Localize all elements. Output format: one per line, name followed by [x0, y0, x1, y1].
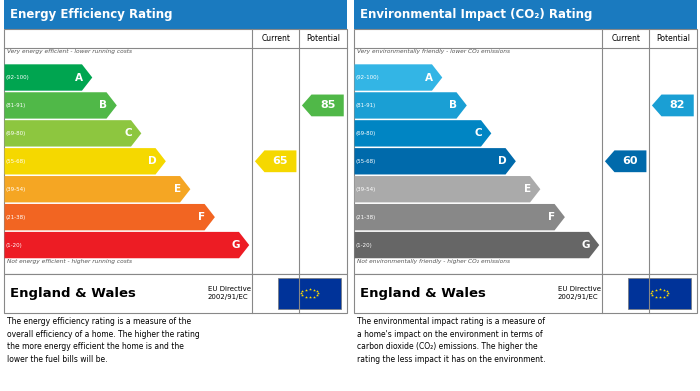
Text: A: A: [425, 72, 433, 83]
Text: D: D: [498, 156, 506, 166]
Text: E: E: [524, 184, 531, 194]
Text: EU Directive
2002/91/EC: EU Directive 2002/91/EC: [558, 286, 601, 301]
Text: Very energy efficient - lower running costs: Very energy efficient - lower running co…: [7, 49, 132, 54]
Text: D: D: [148, 156, 156, 166]
Text: 82: 82: [670, 100, 685, 110]
Text: F: F: [198, 212, 205, 222]
Polygon shape: [354, 232, 599, 258]
Polygon shape: [302, 95, 344, 117]
Text: Not energy efficient - higher running costs: Not energy efficient - higher running co…: [7, 259, 132, 264]
Polygon shape: [354, 92, 467, 118]
Text: F: F: [548, 212, 555, 222]
Text: Potential: Potential: [656, 34, 690, 43]
Polygon shape: [4, 232, 249, 258]
Text: (92-100): (92-100): [356, 75, 379, 80]
Bar: [354, 29, 696, 274]
Bar: [4, 29, 346, 274]
Text: (69-80): (69-80): [6, 131, 26, 136]
Text: (21-38): (21-38): [6, 215, 26, 220]
Polygon shape: [4, 120, 141, 147]
Text: (55-68): (55-68): [356, 159, 376, 164]
Text: Not environmentally friendly - higher CO₂ emissions: Not environmentally friendly - higher CO…: [357, 259, 510, 264]
Polygon shape: [354, 176, 540, 203]
Text: (81-91): (81-91): [356, 103, 376, 108]
Text: 65: 65: [273, 156, 288, 166]
Bar: [354, 274, 696, 313]
Text: Environmental Impact (CO₂) Rating: Environmental Impact (CO₂) Rating: [360, 8, 593, 21]
Text: Current: Current: [261, 34, 290, 43]
Bar: [628, 278, 692, 309]
Text: Potential: Potential: [306, 34, 340, 43]
Polygon shape: [255, 151, 296, 172]
Text: England & Wales: England & Wales: [10, 287, 136, 300]
Text: Very environmentally friendly - lower CO₂ emissions: Very environmentally friendly - lower CO…: [357, 49, 510, 54]
Text: The energy efficiency rating is a measure of the
overall efficiency of a home. T: The energy efficiency rating is a measur…: [7, 317, 199, 364]
Text: (55-68): (55-68): [6, 159, 26, 164]
Text: England & Wales: England & Wales: [360, 287, 486, 300]
Text: (39-54): (39-54): [6, 187, 26, 192]
Text: (1-20): (1-20): [6, 242, 22, 248]
Polygon shape: [4, 92, 117, 118]
Bar: [4, 0, 346, 29]
Text: C: C: [474, 128, 482, 138]
Text: 60: 60: [623, 156, 638, 166]
Text: E: E: [174, 184, 181, 194]
Polygon shape: [4, 148, 166, 174]
Polygon shape: [354, 64, 442, 91]
Polygon shape: [652, 95, 694, 117]
Text: (69-80): (69-80): [356, 131, 376, 136]
Polygon shape: [4, 64, 92, 91]
Text: (1-20): (1-20): [356, 242, 372, 248]
Text: C: C: [124, 128, 132, 138]
Text: (92-100): (92-100): [6, 75, 29, 80]
Polygon shape: [4, 204, 215, 230]
Polygon shape: [605, 151, 646, 172]
Polygon shape: [354, 120, 491, 147]
Text: G: G: [581, 240, 590, 250]
Polygon shape: [4, 176, 190, 203]
Text: The environmental impact rating is a measure of
a home's impact on the environme: The environmental impact rating is a mea…: [357, 317, 545, 364]
Text: A: A: [75, 72, 83, 83]
Text: (81-91): (81-91): [6, 103, 26, 108]
Text: Energy Efficiency Rating: Energy Efficiency Rating: [10, 8, 173, 21]
Text: (39-54): (39-54): [356, 187, 376, 192]
Text: G: G: [231, 240, 240, 250]
Bar: [354, 0, 696, 29]
Text: Current: Current: [611, 34, 640, 43]
Bar: [278, 278, 342, 309]
Text: (21-38): (21-38): [356, 215, 376, 220]
Text: 85: 85: [320, 100, 335, 110]
Bar: [4, 274, 346, 313]
Polygon shape: [354, 148, 516, 174]
Text: B: B: [99, 100, 107, 110]
Text: B: B: [449, 100, 457, 110]
Polygon shape: [354, 204, 565, 230]
Text: EU Directive
2002/91/EC: EU Directive 2002/91/EC: [208, 286, 251, 301]
